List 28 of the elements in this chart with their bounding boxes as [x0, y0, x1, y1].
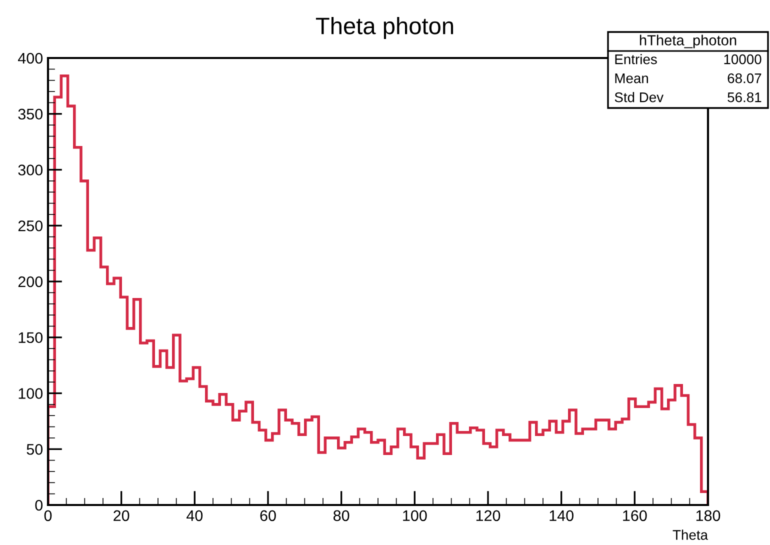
y-tick-label: 100 [18, 388, 43, 399]
y-tick-label: 200 [18, 276, 43, 288]
x-tick-label: 100 [403, 510, 427, 522]
text: 68.07 [728, 73, 762, 84]
annotation: Entries [615, 54, 657, 64]
text: hTheta_photon [640, 34, 736, 48]
annotation: Std Dev [614, 92, 664, 102]
x-axis-title: Theta [672, 530, 708, 540]
x-tick-label: 0 [44, 510, 52, 522]
x-tick-label: 120 [476, 510, 500, 522]
y-tick-label: 300 [18, 164, 43, 176]
y-tick-label: 350 [18, 108, 43, 120]
y-tick-label: 50 [26, 444, 43, 455]
annotation: Mean [615, 74, 648, 84]
text: 10000 [724, 54, 762, 64]
chart-title: Theta photon [316, 16, 454, 40]
x-tick-label: 20 [114, 510, 130, 522]
y-tick-label: 400 [18, 52, 43, 64]
x-tick-label: 40 [186, 510, 203, 522]
x-tick-label: 160 [623, 510, 647, 522]
y-tick-label: 150 [18, 332, 43, 344]
x-tick-label: 180 [696, 510, 720, 522]
y-tick-label: 0 [35, 500, 43, 511]
x-tick-label: 60 [260, 510, 276, 522]
x-tick-label: 80 [334, 510, 350, 522]
x-tick-label: 140 [550, 510, 574, 522]
y-tick-label: 250 [18, 220, 43, 232]
text: 56.81 [728, 92, 762, 102]
